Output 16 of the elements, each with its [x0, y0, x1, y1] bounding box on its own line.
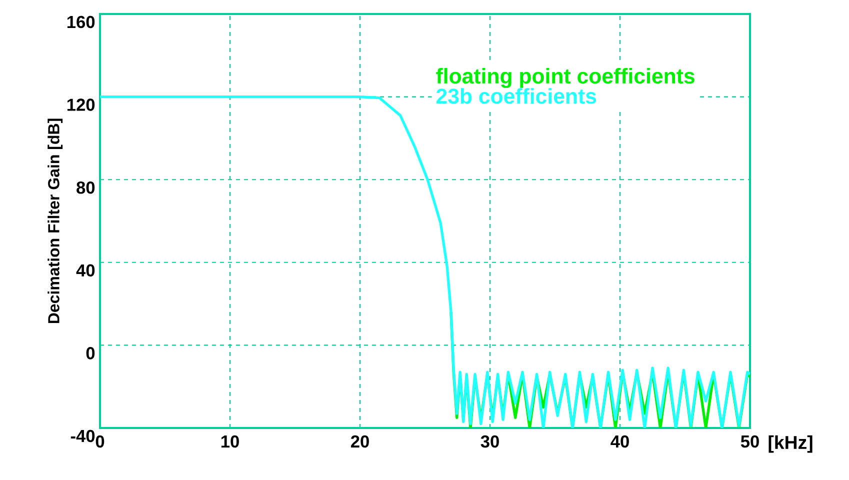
x-axis-title: [kHz]	[768, 435, 812, 453]
y-tick-label: 0	[86, 347, 95, 360]
x-tick-label: 20	[350, 435, 369, 448]
x-tick-label: 30	[480, 435, 499, 448]
y-axis-title: Decimation Filter Gain [dB]	[48, 118, 63, 324]
text: floating point coefficients	[436, 68, 694, 88]
y-tick-label: 80	[76, 181, 95, 194]
y-tick-label: 120	[67, 98, 95, 111]
x-tick-label: 40	[610, 435, 629, 448]
x-tick-label: 10	[221, 435, 239, 448]
y-tick-label: 40	[76, 264, 95, 277]
x-tick-label: 50	[740, 435, 759, 448]
y-tick-label: 160	[67, 16, 95, 28]
y-tick-label: -40	[70, 430, 95, 442]
series-label: 23b coefficients	[436, 88, 596, 104]
x-tick-label: 0	[96, 435, 104, 448]
